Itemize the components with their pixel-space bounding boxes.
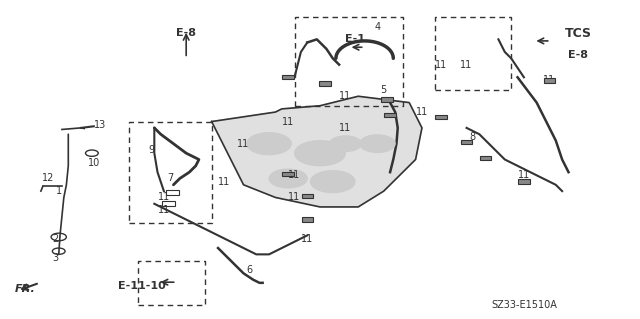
- Text: 11: 11: [339, 91, 351, 101]
- Text: 11: 11: [157, 192, 170, 203]
- Bar: [282, 75, 294, 79]
- Text: 12: 12: [42, 174, 54, 183]
- Circle shape: [294, 141, 346, 166]
- Bar: [435, 115, 447, 119]
- Text: 11: 11: [435, 60, 447, 70]
- Text: 2: 2: [52, 234, 59, 243]
- Circle shape: [360, 135, 395, 152]
- Text: 3: 3: [52, 253, 59, 263]
- Bar: [518, 179, 530, 184]
- Text: 7: 7: [167, 174, 173, 183]
- Bar: [282, 172, 294, 176]
- Text: 11: 11: [157, 205, 170, 215]
- Text: 11: 11: [518, 170, 530, 180]
- Bar: [166, 190, 179, 195]
- Text: 11: 11: [218, 177, 230, 187]
- Text: 11: 11: [301, 234, 314, 243]
- Text: 11: 11: [543, 76, 556, 85]
- Bar: [301, 194, 313, 198]
- Text: 9: 9: [148, 145, 154, 155]
- Bar: [319, 81, 331, 86]
- Text: TCS: TCS: [564, 26, 591, 40]
- Polygon shape: [212, 96, 422, 207]
- Text: E-11-10: E-11-10: [118, 281, 166, 291]
- Bar: [543, 78, 555, 83]
- Text: 5: 5: [381, 85, 387, 95]
- Circle shape: [330, 136, 362, 152]
- Circle shape: [269, 169, 307, 188]
- Text: E-8: E-8: [568, 50, 588, 60]
- Bar: [162, 201, 175, 206]
- Text: 8: 8: [470, 132, 476, 142]
- Circle shape: [310, 171, 355, 193]
- Text: 11: 11: [237, 139, 250, 149]
- Circle shape: [246, 133, 291, 155]
- Text: FR.: FR.: [15, 284, 36, 294]
- Text: 10: 10: [88, 158, 100, 168]
- Bar: [480, 156, 492, 160]
- Text: 4: 4: [374, 22, 380, 32]
- Bar: [461, 140, 472, 144]
- Text: 1: 1: [56, 186, 62, 196]
- Text: 11: 11: [416, 107, 428, 117]
- Bar: [385, 113, 396, 117]
- Text: E-8: E-8: [176, 28, 196, 38]
- Text: 11: 11: [339, 123, 351, 133]
- Text: 13: 13: [94, 120, 106, 130]
- Text: SZ33-E1510A: SZ33-E1510A: [491, 300, 557, 310]
- Bar: [381, 97, 393, 102]
- Text: E-1: E-1: [345, 34, 365, 44]
- Text: 11: 11: [460, 60, 473, 70]
- Text: 11: 11: [289, 192, 301, 203]
- Bar: [301, 217, 313, 222]
- Text: 11: 11: [289, 170, 301, 180]
- Text: 6: 6: [247, 265, 253, 275]
- Text: 11: 11: [282, 116, 294, 127]
